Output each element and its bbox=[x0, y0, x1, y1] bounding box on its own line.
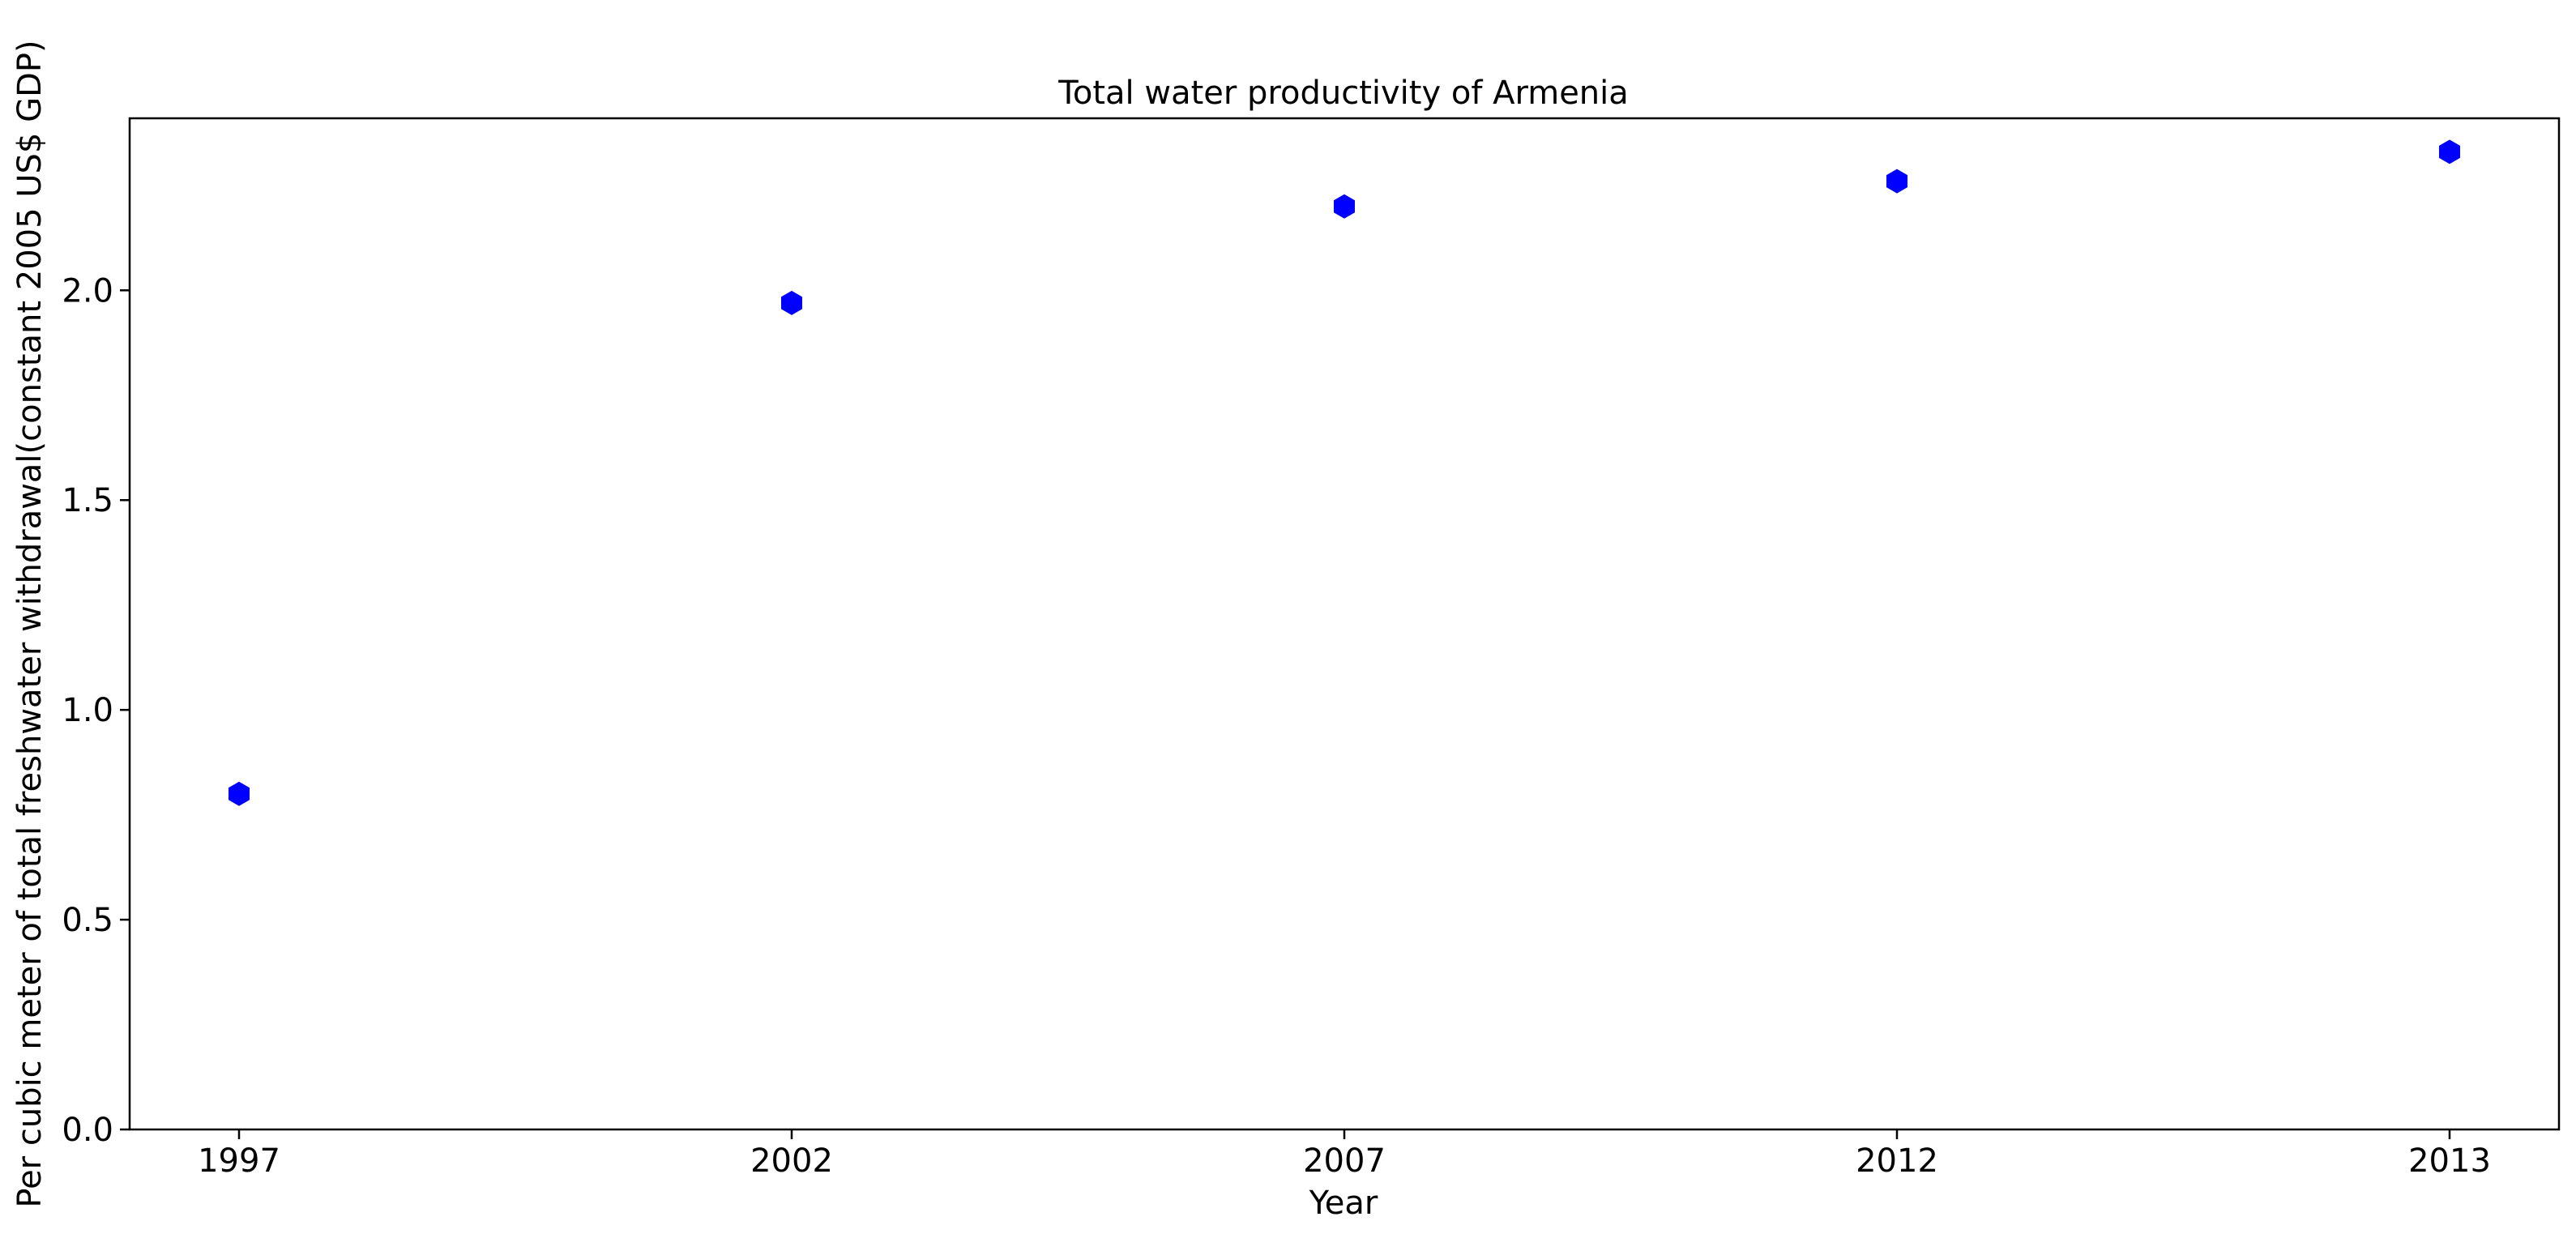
chart-title: Total water productivity of Armenia bbox=[1057, 75, 1629, 112]
y-tick-label: 0.0 bbox=[62, 1112, 113, 1149]
y-tick-label: 1.5 bbox=[62, 482, 113, 519]
data-point-2012 bbox=[1886, 169, 1907, 194]
plot-area-frame bbox=[128, 117, 2561, 1131]
data-point-2013 bbox=[2439, 139, 2460, 164]
x-axis-label: Year bbox=[1309, 1185, 1378, 1222]
data-point-2002 bbox=[781, 290, 802, 315]
data-point-2007 bbox=[1334, 194, 1355, 219]
y-tick-label: 0.5 bbox=[62, 902, 113, 939]
x-tick-label: 1997 bbox=[198, 1142, 280, 1180]
y-tick-label: 1.0 bbox=[62, 692, 113, 729]
data-point-1997 bbox=[229, 781, 250, 806]
y-tick-label: 2.0 bbox=[62, 272, 113, 310]
x-tick-label: 2012 bbox=[1856, 1142, 1938, 1180]
data-points bbox=[229, 139, 2460, 806]
y-axis-label: Per cubic meter of total freshwater with… bbox=[11, 40, 49, 1207]
y-axis-ticks: 0.0 0.5 1.0 1.5 2.0 bbox=[62, 272, 130, 1149]
x-tick-label: 2002 bbox=[750, 1142, 833, 1180]
x-tick-label: 2007 bbox=[1303, 1142, 1386, 1180]
x-axis-ticks: 1997 2002 2007 2012 2013 bbox=[198, 1129, 2491, 1180]
x-tick-label: 2013 bbox=[2408, 1142, 2491, 1180]
